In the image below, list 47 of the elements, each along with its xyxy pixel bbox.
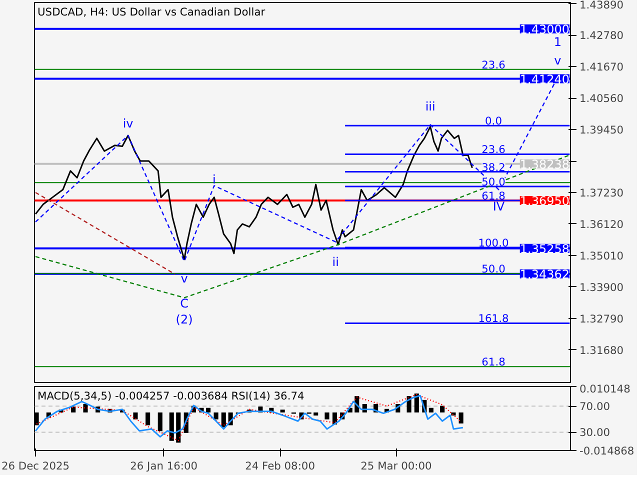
annotation: 161.8 [478, 312, 509, 326]
ref-line-label: 1.43000 [520, 22, 570, 36]
y-tick-label: 1.35010 [580, 249, 624, 262]
annotation: 23.6 [482, 58, 506, 72]
y-tick-label: 1.32790 [580, 312, 624, 326]
annotation: i [212, 172, 216, 187]
y-tick-label: 1.39450 [580, 124, 624, 137]
chart-title: USDCAD, H4: US Dollar vs Canadian Dollar [38, 6, 266, 18]
annotation: 50.0 [482, 176, 506, 189]
x-tick-label: 24 Feb 08:00 [245, 460, 316, 472]
ref-line-label: 1.36950 [520, 194, 570, 208]
y2-tick-label: 70.00 [580, 400, 610, 414]
x-tick-label: 26 Jan 16:00 [130, 460, 198, 472]
y-tick-label: -0.014868 [580, 444, 634, 458]
x-tick-label: 25 Mar 00:00 [360, 460, 432, 472]
annotation: 100.0 [478, 236, 509, 250]
annotation: 61.8 [482, 356, 506, 369]
y-tick-label: 1.37230 [580, 186, 624, 200]
annotation: 23.6 [482, 143, 506, 156]
annotation: C [180, 296, 188, 311]
annotation: IV [492, 200, 506, 214]
ref-line-label: 1.38238 [520, 157, 570, 172]
annotation: 50.0 [482, 262, 506, 276]
annotation: 38.2 [482, 160, 506, 174]
annotation: (2) [176, 312, 193, 327]
ref-line-label: 1.41240 [520, 72, 570, 86]
annotation: iii [425, 100, 436, 114]
x-tick-label: 26 Dec 2025 [1, 460, 70, 472]
annotation: iv [122, 116, 134, 130]
y-tick-label: 0.010148 [580, 382, 631, 396]
annotation: ii [332, 254, 339, 269]
y-tick-label: 1.41670 [580, 60, 624, 74]
annotation: 1 [554, 34, 562, 49]
annotation: v [180, 271, 188, 286]
y-tick-label: 1.36120 [580, 218, 624, 231]
annotation: v [554, 53, 562, 68]
y-tick-label: 1.33900 [580, 280, 624, 294]
ref-line-label: 1.34362 [520, 267, 570, 282]
chart-title: MACD(5,34,5) -0.004257 -0.003684 RSI(14) 36.74 [38, 390, 304, 402]
y-tick-label: 1.31680 [580, 344, 624, 357]
y-tick-label: 1.40560 [580, 92, 624, 106]
y-tick-label: 1.43890 [580, 0, 624, 12]
annotation: 61.8 [482, 189, 506, 202]
annotation: 0.0 [485, 114, 502, 128]
ref-line-label: 1.35258 [520, 242, 570, 256]
y2-tick-label: 30.00 [580, 426, 610, 440]
y-tick-label: 1.42780 [580, 29, 624, 42]
